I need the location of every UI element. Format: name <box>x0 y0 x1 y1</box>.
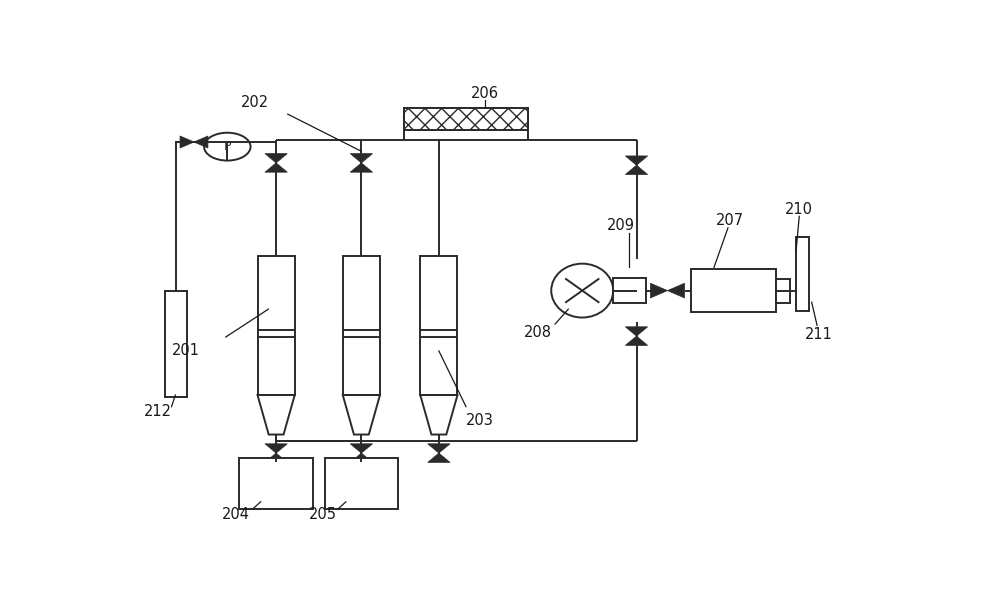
Polygon shape <box>265 154 287 163</box>
Polygon shape <box>265 163 287 172</box>
Bar <box>343 256 380 395</box>
Text: 203: 203 <box>466 413 494 428</box>
Polygon shape <box>343 395 380 435</box>
Polygon shape <box>668 283 685 298</box>
Text: 206: 206 <box>471 86 499 101</box>
Polygon shape <box>625 327 648 336</box>
Polygon shape <box>350 444 373 453</box>
Polygon shape <box>420 395 457 435</box>
Bar <box>239 458 313 509</box>
Text: 205: 205 <box>309 507 337 522</box>
Polygon shape <box>625 165 648 174</box>
Polygon shape <box>265 453 287 463</box>
Text: 202: 202 <box>241 95 269 110</box>
Polygon shape <box>350 453 373 463</box>
Text: 209: 209 <box>607 218 635 233</box>
Bar <box>796 237 809 311</box>
Text: 204: 204 <box>222 507 250 522</box>
Polygon shape <box>428 453 450 463</box>
Bar <box>404 108 528 130</box>
Polygon shape <box>194 136 208 148</box>
Bar <box>420 256 457 395</box>
Text: 208: 208 <box>524 325 552 340</box>
Polygon shape <box>180 136 194 148</box>
Bar <box>258 256 295 395</box>
Polygon shape <box>350 163 373 172</box>
Bar <box>776 279 790 303</box>
Polygon shape <box>625 336 648 346</box>
Bar <box>691 269 776 312</box>
Polygon shape <box>265 444 287 453</box>
Polygon shape <box>428 444 450 453</box>
Text: P: P <box>224 140 231 153</box>
Text: 207: 207 <box>715 213 744 229</box>
Polygon shape <box>258 395 295 435</box>
Polygon shape <box>625 156 648 165</box>
Text: 210: 210 <box>785 202 813 217</box>
Bar <box>404 108 528 130</box>
Text: 211: 211 <box>805 327 833 342</box>
Polygon shape <box>650 283 668 298</box>
Bar <box>325 458 398 509</box>
Text: 212: 212 <box>144 404 172 419</box>
Bar <box>613 278 646 303</box>
Text: 201: 201 <box>171 344 199 358</box>
Polygon shape <box>350 154 373 163</box>
Bar <box>165 291 187 397</box>
